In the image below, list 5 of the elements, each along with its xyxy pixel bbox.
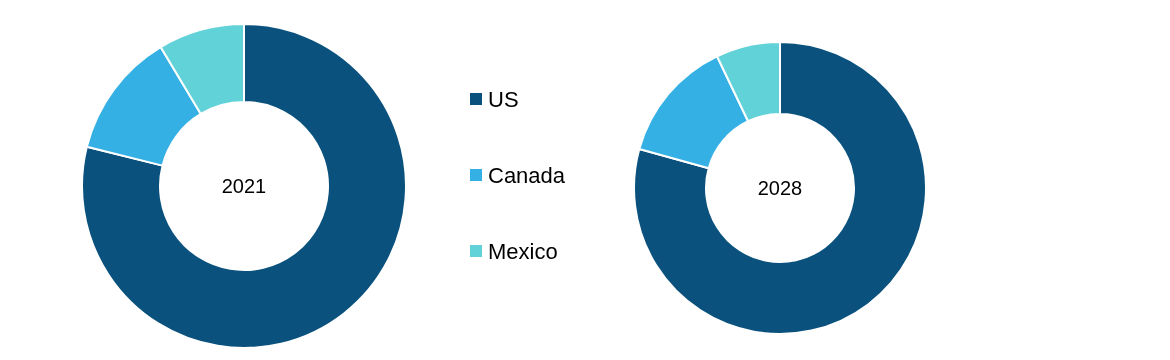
legend-label: Mexico [488, 238, 558, 264]
legend-label: US [488, 86, 519, 112]
slice-label: 2028 [757, 177, 803, 199]
legend-label: Canada [488, 162, 566, 188]
slice-label: 2021 [221, 175, 267, 197]
